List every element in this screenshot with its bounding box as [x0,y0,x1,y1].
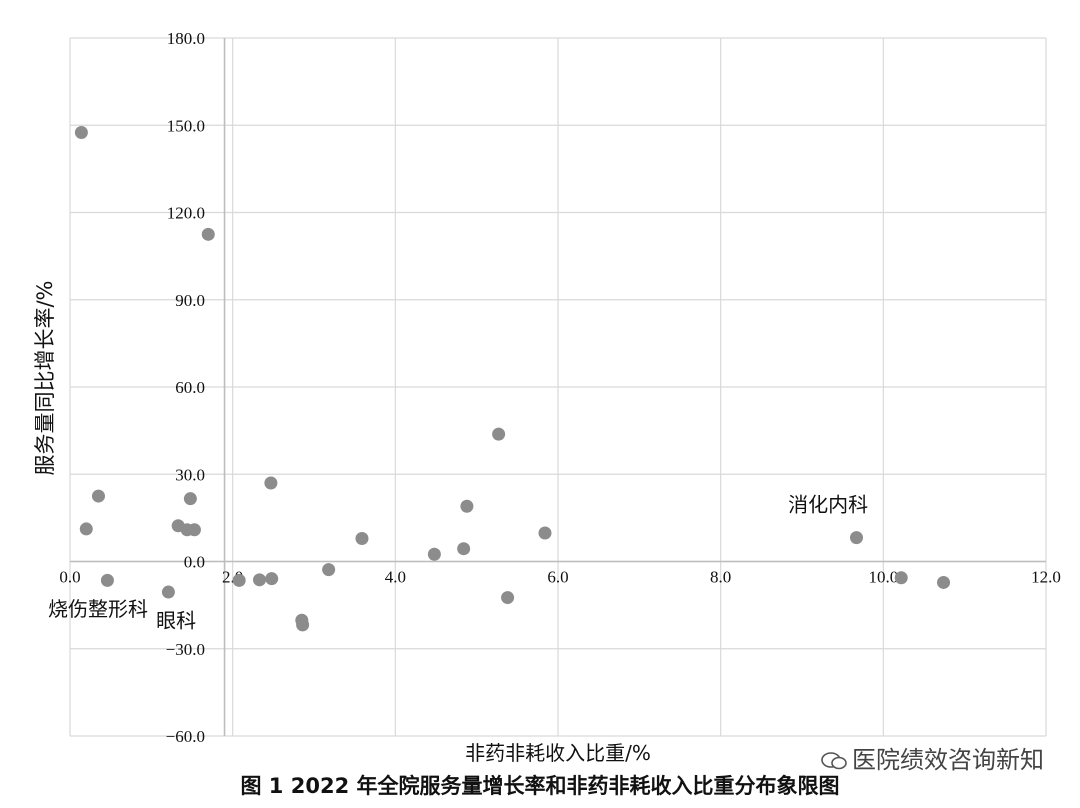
wechat-icon [821,752,847,770]
annotation-label: 烧伤整形科 [48,597,148,621]
x-tick-label: 0.0 [59,568,80,587]
data-points [74,126,951,632]
grid-lines [69,37,1047,737]
data-point [937,575,951,589]
data-point [161,585,175,599]
x-tick-label: 8.0 [710,568,731,587]
data-point [91,489,105,503]
y-tick-label: 90.0 [175,291,205,310]
watermark-text: 医院绩效咨询新知 [852,746,1044,774]
data-point [253,573,267,587]
data-point [849,531,863,545]
data-point [538,526,552,540]
y-tick-label: 180.0 [167,29,205,48]
y-axis-label: 服务量同比增长率/% [33,280,57,475]
data-point [79,522,93,536]
data-point [100,573,114,587]
x-tick-label: 6.0 [547,568,568,587]
data-point [232,573,246,587]
data-point [355,532,369,546]
data-point [201,227,215,241]
watermark: 医院绩效咨询新知 [820,740,1044,775]
y-tick-label: −60.0 [166,727,205,746]
y-tick-label: 30.0 [175,465,205,484]
annotation-label: 消化内科 [788,492,868,516]
x-axis-label: 非药非耗收入比重/% [465,741,651,765]
tick-labels: 0.0 2.0 4.0 6.0 8.0 10.0 12.0−60.0−30.00.030.0… [59,29,1061,746]
data-point [501,591,515,605]
x-tick-label: 12.0 [1031,568,1061,587]
data-point [265,572,279,586]
data-point [492,427,506,441]
data-point [894,571,908,585]
y-tick-label: 120.0 [167,204,205,223]
data-point [460,499,474,513]
annotation-label: 眼科 [156,609,196,633]
y-tick-label: 150.0 [167,116,205,135]
scatter-chart: 0.0 2.0 4.0 6.0 8.0 10.0 12.0−60.0−30.00.030.0… [33,29,1061,765]
x-tick-label: 10.0 [868,568,898,587]
figure-caption: 图 1 2022 年全院服务量增长率和非药非耗收入比重分布象限图 [240,774,840,798]
data-point [296,618,310,632]
annotations: 烧伤整形科 眼科 消化内科 [48,492,868,632]
data-point [427,547,441,561]
data-point [322,563,336,577]
y-tick-label: 0.0 [184,553,205,572]
data-point [457,542,471,556]
data-point [264,476,278,490]
data-point [74,126,88,140]
data-point [183,492,197,506]
y-tick-label: 60.0 [175,378,205,397]
x-tick-label: 4.0 [385,568,406,587]
data-point [187,523,201,537]
y-tick-label: −30.0 [166,640,205,659]
